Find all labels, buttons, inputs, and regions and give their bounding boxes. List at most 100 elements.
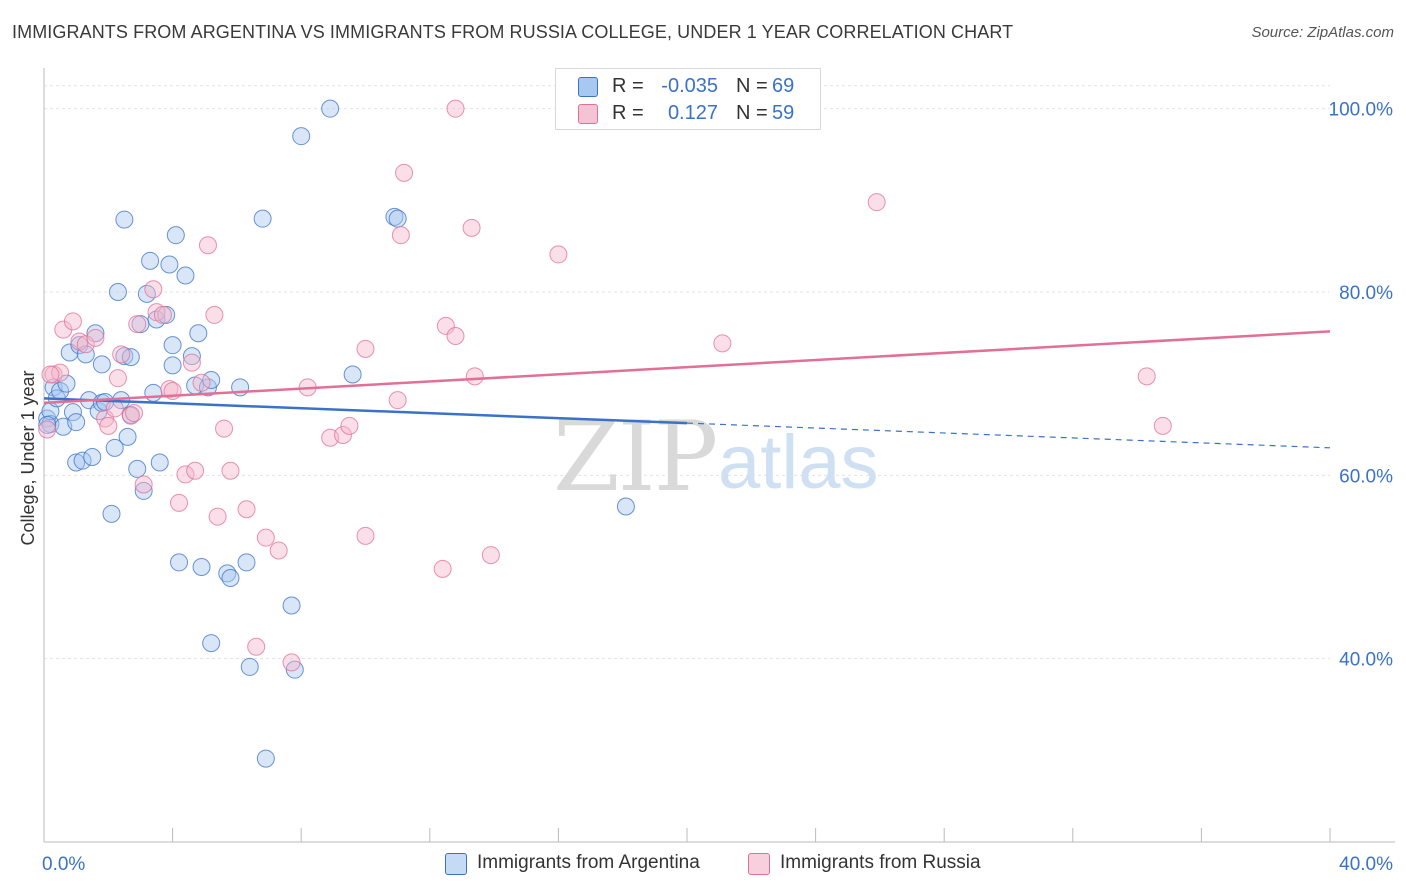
argentina-point	[202, 634, 221, 653]
russia-point	[186, 461, 205, 480]
argentina-point	[292, 127, 311, 146]
russia-point	[462, 218, 481, 237]
russia-point	[144, 280, 163, 299]
argentina-point	[385, 207, 404, 226]
argentina-point	[166, 226, 185, 245]
russia-point	[128, 315, 147, 334]
russia-point	[356, 526, 375, 545]
chart-title: IMMIGRANTS FROM ARGENTINA VS IMMIGRANTS …	[12, 22, 1014, 42]
argentina-point	[118, 427, 137, 446]
trend-lines	[43, 330, 1331, 449]
russia-point	[215, 419, 234, 438]
y-tick-label: 40.0%	[1339, 650, 1393, 671]
argentina-point	[240, 657, 259, 676]
data-points	[38, 99, 1172, 768]
argentina-point	[115, 210, 134, 229]
argentina-point	[105, 438, 124, 457]
argentina-point	[388, 209, 407, 228]
argentina-point	[92, 355, 111, 374]
argentina-point	[73, 451, 92, 470]
russia-point	[99, 416, 118, 435]
russia-point	[237, 500, 256, 519]
russia-point	[465, 367, 484, 386]
argentina-point	[67, 453, 86, 472]
russia-point	[269, 541, 288, 560]
argentina-point	[237, 553, 256, 572]
argentina-point	[141, 251, 160, 270]
russia-point	[160, 380, 179, 399]
argentina-point	[256, 749, 275, 768]
russia-point	[153, 305, 172, 324]
russia-point	[867, 193, 886, 212]
argentina-trend-extension	[686, 422, 1331, 449]
y-tick-label: 100.0%	[1329, 100, 1394, 121]
russia-point	[333, 426, 352, 444]
axes	[43, 68, 1395, 843]
r-label: R =	[612, 75, 644, 97]
russia-point	[1137, 367, 1156, 386]
n-label: N =	[736, 102, 768, 124]
russia-point	[134, 475, 153, 494]
russia-point	[86, 328, 105, 347]
russia-legend-label: Immigrants from Russia	[780, 852, 981, 873]
russia-point	[63, 312, 82, 331]
russia-point	[121, 406, 140, 425]
russia-point	[108, 369, 127, 388]
watermark-atlas: atlas	[718, 420, 879, 505]
argentina-point	[282, 596, 301, 615]
russia-point	[446, 99, 465, 118]
stats-legend: R = -0.035 N = 69 R = 0.127 N = 59	[555, 68, 821, 130]
argentina-point	[253, 209, 272, 228]
russia-point	[282, 653, 301, 672]
argentina-point	[163, 356, 182, 375]
r-label: R =	[612, 102, 644, 124]
russia-point	[446, 327, 465, 345]
argentina-point	[83, 448, 102, 466]
argentina-point	[170, 553, 189, 572]
russia-point	[436, 316, 455, 335]
x-tick-label: 40.0%	[1339, 854, 1393, 875]
argentina-point	[176, 266, 195, 285]
russia-point	[256, 528, 275, 547]
russia-point	[388, 391, 407, 410]
argentina-point	[321, 99, 340, 118]
n-value: 59	[772, 102, 795, 124]
russia-point	[247, 637, 266, 656]
russia-point	[221, 461, 240, 480]
russia-point	[170, 493, 189, 512]
russia-point	[1153, 416, 1172, 435]
russia-point	[76, 335, 95, 354]
watermark: ZIP atlas	[553, 401, 879, 513]
russia-point	[713, 334, 732, 353]
argentina-point	[137, 284, 156, 303]
russia-point	[125, 404, 144, 422]
y-tick-label: 60.0%	[1339, 466, 1393, 487]
x-tick-labels: 0.0% 40.0%	[42, 854, 1393, 875]
russia-point	[112, 345, 131, 364]
argentina-point	[128, 459, 147, 478]
argentina-point	[221, 569, 240, 587]
argentina-point	[67, 413, 86, 432]
argentina-point	[189, 324, 208, 343]
argentina-point	[192, 558, 211, 576]
n-value: 69	[772, 75, 795, 97]
argentina-point	[57, 374, 76, 393]
argentina-point	[160, 255, 179, 274]
argentina-legend-swatch	[445, 853, 467, 875]
russia-point	[208, 507, 227, 526]
n-label: N =	[736, 75, 768, 97]
x-tick-label: 0.0%	[42, 854, 85, 875]
russia-point	[433, 559, 452, 578]
argentina-trend-line	[43, 397, 688, 425]
russia-swatch	[578, 104, 598, 124]
russia-point	[205, 305, 224, 324]
russia-point	[192, 373, 211, 392]
argentina-point	[115, 347, 134, 366]
argentina-point	[147, 310, 166, 329]
argentina-point	[182, 347, 201, 366]
argentina-point	[144, 383, 163, 402]
argentina-point	[102, 504, 121, 523]
argentina-point	[63, 403, 82, 422]
russia-point	[395, 163, 414, 182]
